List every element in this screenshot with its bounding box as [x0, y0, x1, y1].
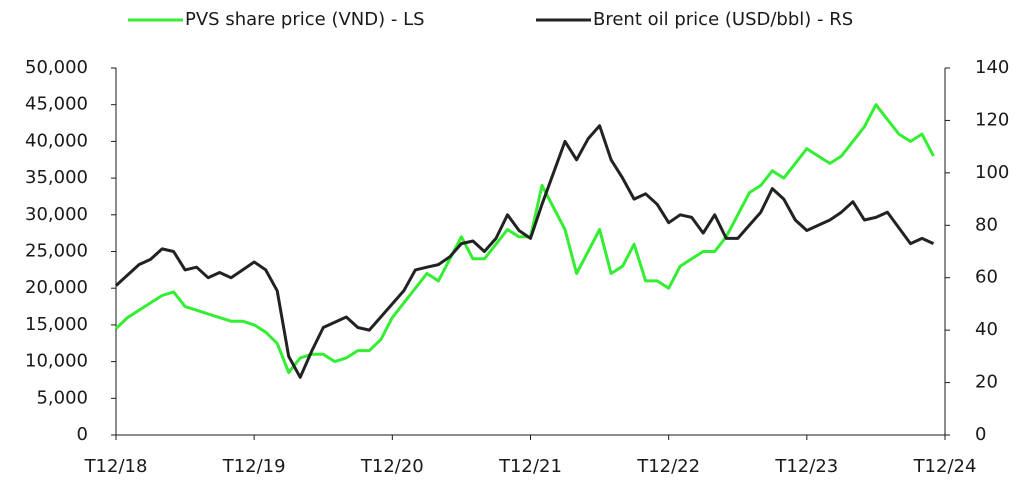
legend-label: Brent oil price (USD/bbl) - RS [593, 9, 853, 30]
y2-tick-label: 60 [975, 267, 998, 288]
y2-tick-label: 120 [975, 109, 1009, 130]
x-tick-label: T12/22 [636, 456, 700, 477]
legend-label: PVS share price (VND) - LS [185, 9, 425, 30]
y2-tick-label: 40 [975, 319, 998, 340]
y-tick-label: 25,000 [25, 241, 88, 262]
x-tick-label: T12/20 [360, 456, 424, 477]
y2-tick-label: 0 [975, 424, 986, 445]
x-tick-label: T12/19 [222, 456, 286, 477]
y-tick-label: 0 [77, 424, 88, 445]
y-tick-label: 15,000 [25, 314, 88, 335]
y-tick-label: 35,000 [25, 167, 88, 188]
y-tick-label: 10,000 [25, 351, 88, 372]
y-tick-label: 20,000 [25, 277, 88, 298]
x-tick-label: T12/23 [774, 456, 838, 477]
x-tick-label: T12/24 [913, 456, 977, 477]
y2-tick-label: 140 [975, 57, 1009, 78]
series-line [114, 103, 935, 375]
y-tick-label: 40,000 [25, 130, 88, 151]
y2-tick-label: 80 [975, 214, 998, 235]
y-tick-label: 45,000 [25, 94, 88, 115]
y-tick-label: 50,000 [25, 57, 88, 78]
y2-tick-label: 20 [975, 372, 998, 393]
x-tick-label: T12/18 [84, 456, 148, 477]
y-tick-label: 30,000 [25, 204, 88, 225]
y-tick-label: 5,000 [36, 387, 88, 408]
series-line [114, 124, 935, 379]
x-tick-label: T12/21 [498, 456, 562, 477]
y2-tick-label: 100 [975, 162, 1009, 183]
